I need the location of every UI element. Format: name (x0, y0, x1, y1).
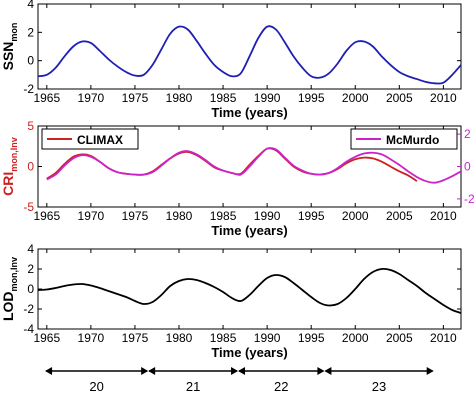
y-tick-label: -5 (23, 200, 34, 214)
y2-tick-label: 2 (464, 127, 471, 141)
y-tick-label: 4 (27, 0, 34, 11)
x-tick-label: 1965 (33, 91, 60, 105)
cycle-arrow-head-right (426, 367, 434, 375)
x-tick-label: 1980 (166, 209, 193, 223)
y-tick-label: -4 (23, 322, 34, 336)
x-tick-label: 2005 (386, 331, 413, 345)
series-line-climax (46, 147, 418, 182)
x-tick-label: 2010 (430, 209, 457, 223)
x-tick-label: 1995 (298, 209, 325, 223)
cycle-arrow-head-right (231, 367, 239, 375)
cycle-arrow-head-left (45, 367, 53, 375)
x-tick-label: 2000 (342, 209, 369, 223)
y-axis-label: SSNmon (0, 23, 19, 71)
x-tick-label: 1975 (122, 91, 149, 105)
legend-box (41, 128, 139, 150)
x-tick-label: 1995 (298, 331, 325, 345)
x-tick-label: 2000 (342, 331, 369, 345)
series-line-1 (38, 25, 461, 85)
y-tick-label: 2 (27, 262, 34, 276)
x-tick-label: 1975 (122, 331, 149, 345)
x-axis-label: Time (years) (211, 105, 287, 120)
legend-climax: CLIMAX (41, 128, 139, 150)
x-tick-label: 1985 (210, 209, 237, 223)
y-axis-label: CRImon,Inv (0, 137, 19, 196)
legend-mcmurdo: McMurdo (350, 128, 458, 150)
x-tick-label: 1990 (254, 91, 281, 105)
solar-cycle-bar: 20 21 22 23 (45, 367, 434, 394)
cycle-arrow-head-left (148, 367, 156, 375)
chart-panel-3: 1965 1970 1975 1980 1985 1990 1995 2000 2005 2010… (0, 242, 462, 360)
series-line-1 (38, 268, 461, 314)
x-axis-label: Time (years) (211, 345, 287, 360)
x-tick-label: 1965 (33, 331, 60, 345)
chart-panel-2: 1965 1970 1975 1980 1985 1990 1995 2000 2005 2010… (0, 119, 474, 238)
x-tick-label: 2010 (430, 331, 457, 345)
x-tick-label: 1985 (210, 331, 237, 345)
x-tick-label: 2005 (386, 91, 413, 105)
x-tick-label: 1990 (254, 209, 281, 223)
cycle-label: 20 (89, 379, 103, 394)
y-tick-label: 0 (27, 54, 34, 68)
x-tick-label: 1975 (122, 209, 149, 223)
x-tick-label: 1970 (78, 209, 105, 223)
x-tick-label: 1985 (210, 91, 237, 105)
y-tick-label: 0 (27, 282, 34, 296)
y-axis-label: LODmon,Inv (0, 257, 19, 321)
solar-cycle-20: 20 (45, 367, 149, 394)
y2-tick-label: -2 (464, 192, 474, 206)
plot-frame (37, 3, 462, 90)
cycle-label: 21 (186, 379, 200, 394)
y-tick-label: -2 (23, 302, 34, 316)
x-tick-label: 1970 (78, 331, 105, 345)
x-tick-label: 1995 (298, 91, 325, 105)
x-tick-label: 1965 (33, 209, 60, 223)
cycle-arrow-head-left (324, 367, 332, 375)
cycle-label: 23 (372, 379, 386, 394)
solar-cycle-23: 23 (324, 367, 434, 394)
y-tick-label: 5 (27, 119, 34, 133)
y-tick-label: 0 (27, 160, 34, 174)
series-line-mcmurdo (46, 147, 461, 184)
x-tick-label: 2005 (386, 209, 413, 223)
x-tick-label: 1970 (78, 91, 105, 105)
y-tick-label: -2 (23, 82, 34, 96)
cycle-arrow-head-left (238, 367, 246, 375)
x-axis-label: Time (years) (211, 223, 287, 238)
x-tick-label: 2010 (430, 91, 457, 105)
cycle-arrow-head-right (141, 367, 149, 375)
solar-cycle-22: 22 (238, 367, 325, 394)
solar-cycle-21: 21 (148, 367, 239, 394)
x-tick-label: 1980 (166, 331, 193, 345)
y-tick-label: 4 (27, 242, 34, 256)
x-tick-label: 1980 (166, 91, 193, 105)
cycle-arrow-head-right (317, 367, 325, 375)
x-tick-label: 1990 (254, 331, 281, 345)
legend-box (350, 128, 458, 150)
y-tick-label: 2 (27, 25, 34, 39)
x-tick-label: 2000 (342, 91, 369, 105)
legend-label: McMurdo (386, 133, 439, 147)
cycle-label: 22 (274, 379, 288, 394)
legend-label: CLIMAX (77, 133, 123, 147)
y2-tick-label: 0 (464, 160, 471, 174)
chart-panel-1: 1965 1970 1975 1980 1985 1990 1995 2000 2005 2010… (0, 0, 462, 120)
